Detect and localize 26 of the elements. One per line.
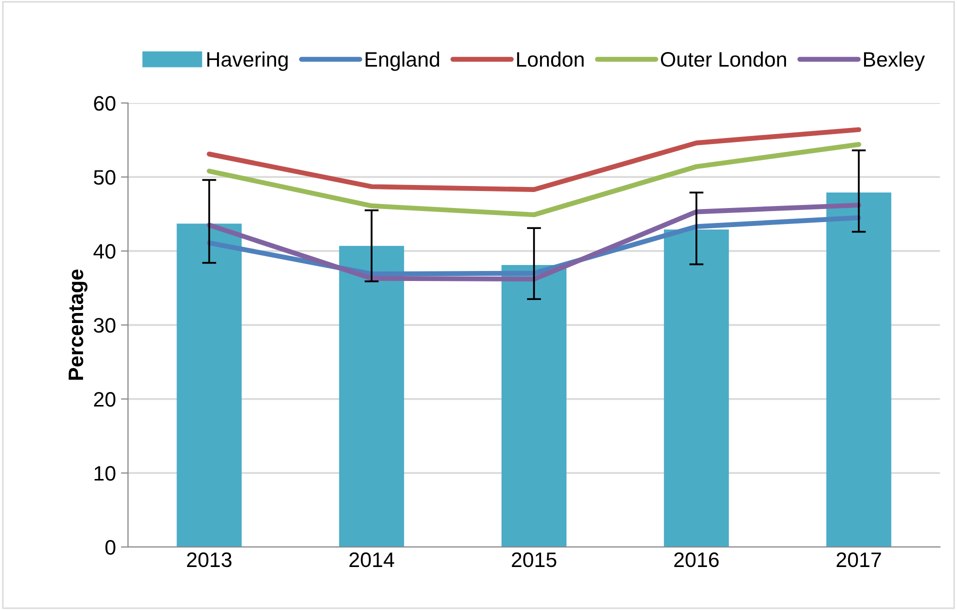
- x-tick-label: 2016: [674, 552, 719, 568]
- y-tick-label: 40: [94, 244, 116, 259]
- y-tick-label: 30: [94, 318, 116, 333]
- y-tick-label: 0: [105, 540, 116, 555]
- legend-label: Outer London: [660, 52, 786, 67]
- y-tick-label: 20: [94, 392, 116, 407]
- bar: [339, 246, 404, 547]
- x-tick-label: 2014: [349, 552, 394, 568]
- legend-label: England: [366, 52, 440, 71]
- y-tick-label: 10: [94, 466, 116, 481]
- y-tick-label: 60: [94, 96, 116, 111]
- legend-label: Havering: [207, 52, 288, 71]
- bar: [664, 230, 729, 547]
- x-tick-label: 2015: [512, 552, 556, 568]
- x-tick-label: 2017: [836, 552, 881, 568]
- bar: [502, 265, 566, 547]
- bar: [176, 224, 242, 547]
- y-axis-title: Percentage: [68, 270, 88, 380]
- x-tick-label: 2013: [187, 552, 232, 568]
- line-series: [206, 202, 862, 282]
- line-series: [206, 142, 862, 218]
- legend-label: London: [517, 52, 584, 67]
- bar: [826, 192, 892, 547]
- legend-label: Bexley: [864, 52, 925, 71]
- line-series: [206, 127, 862, 192]
- y-tick-label: 50: [94, 170, 116, 185]
